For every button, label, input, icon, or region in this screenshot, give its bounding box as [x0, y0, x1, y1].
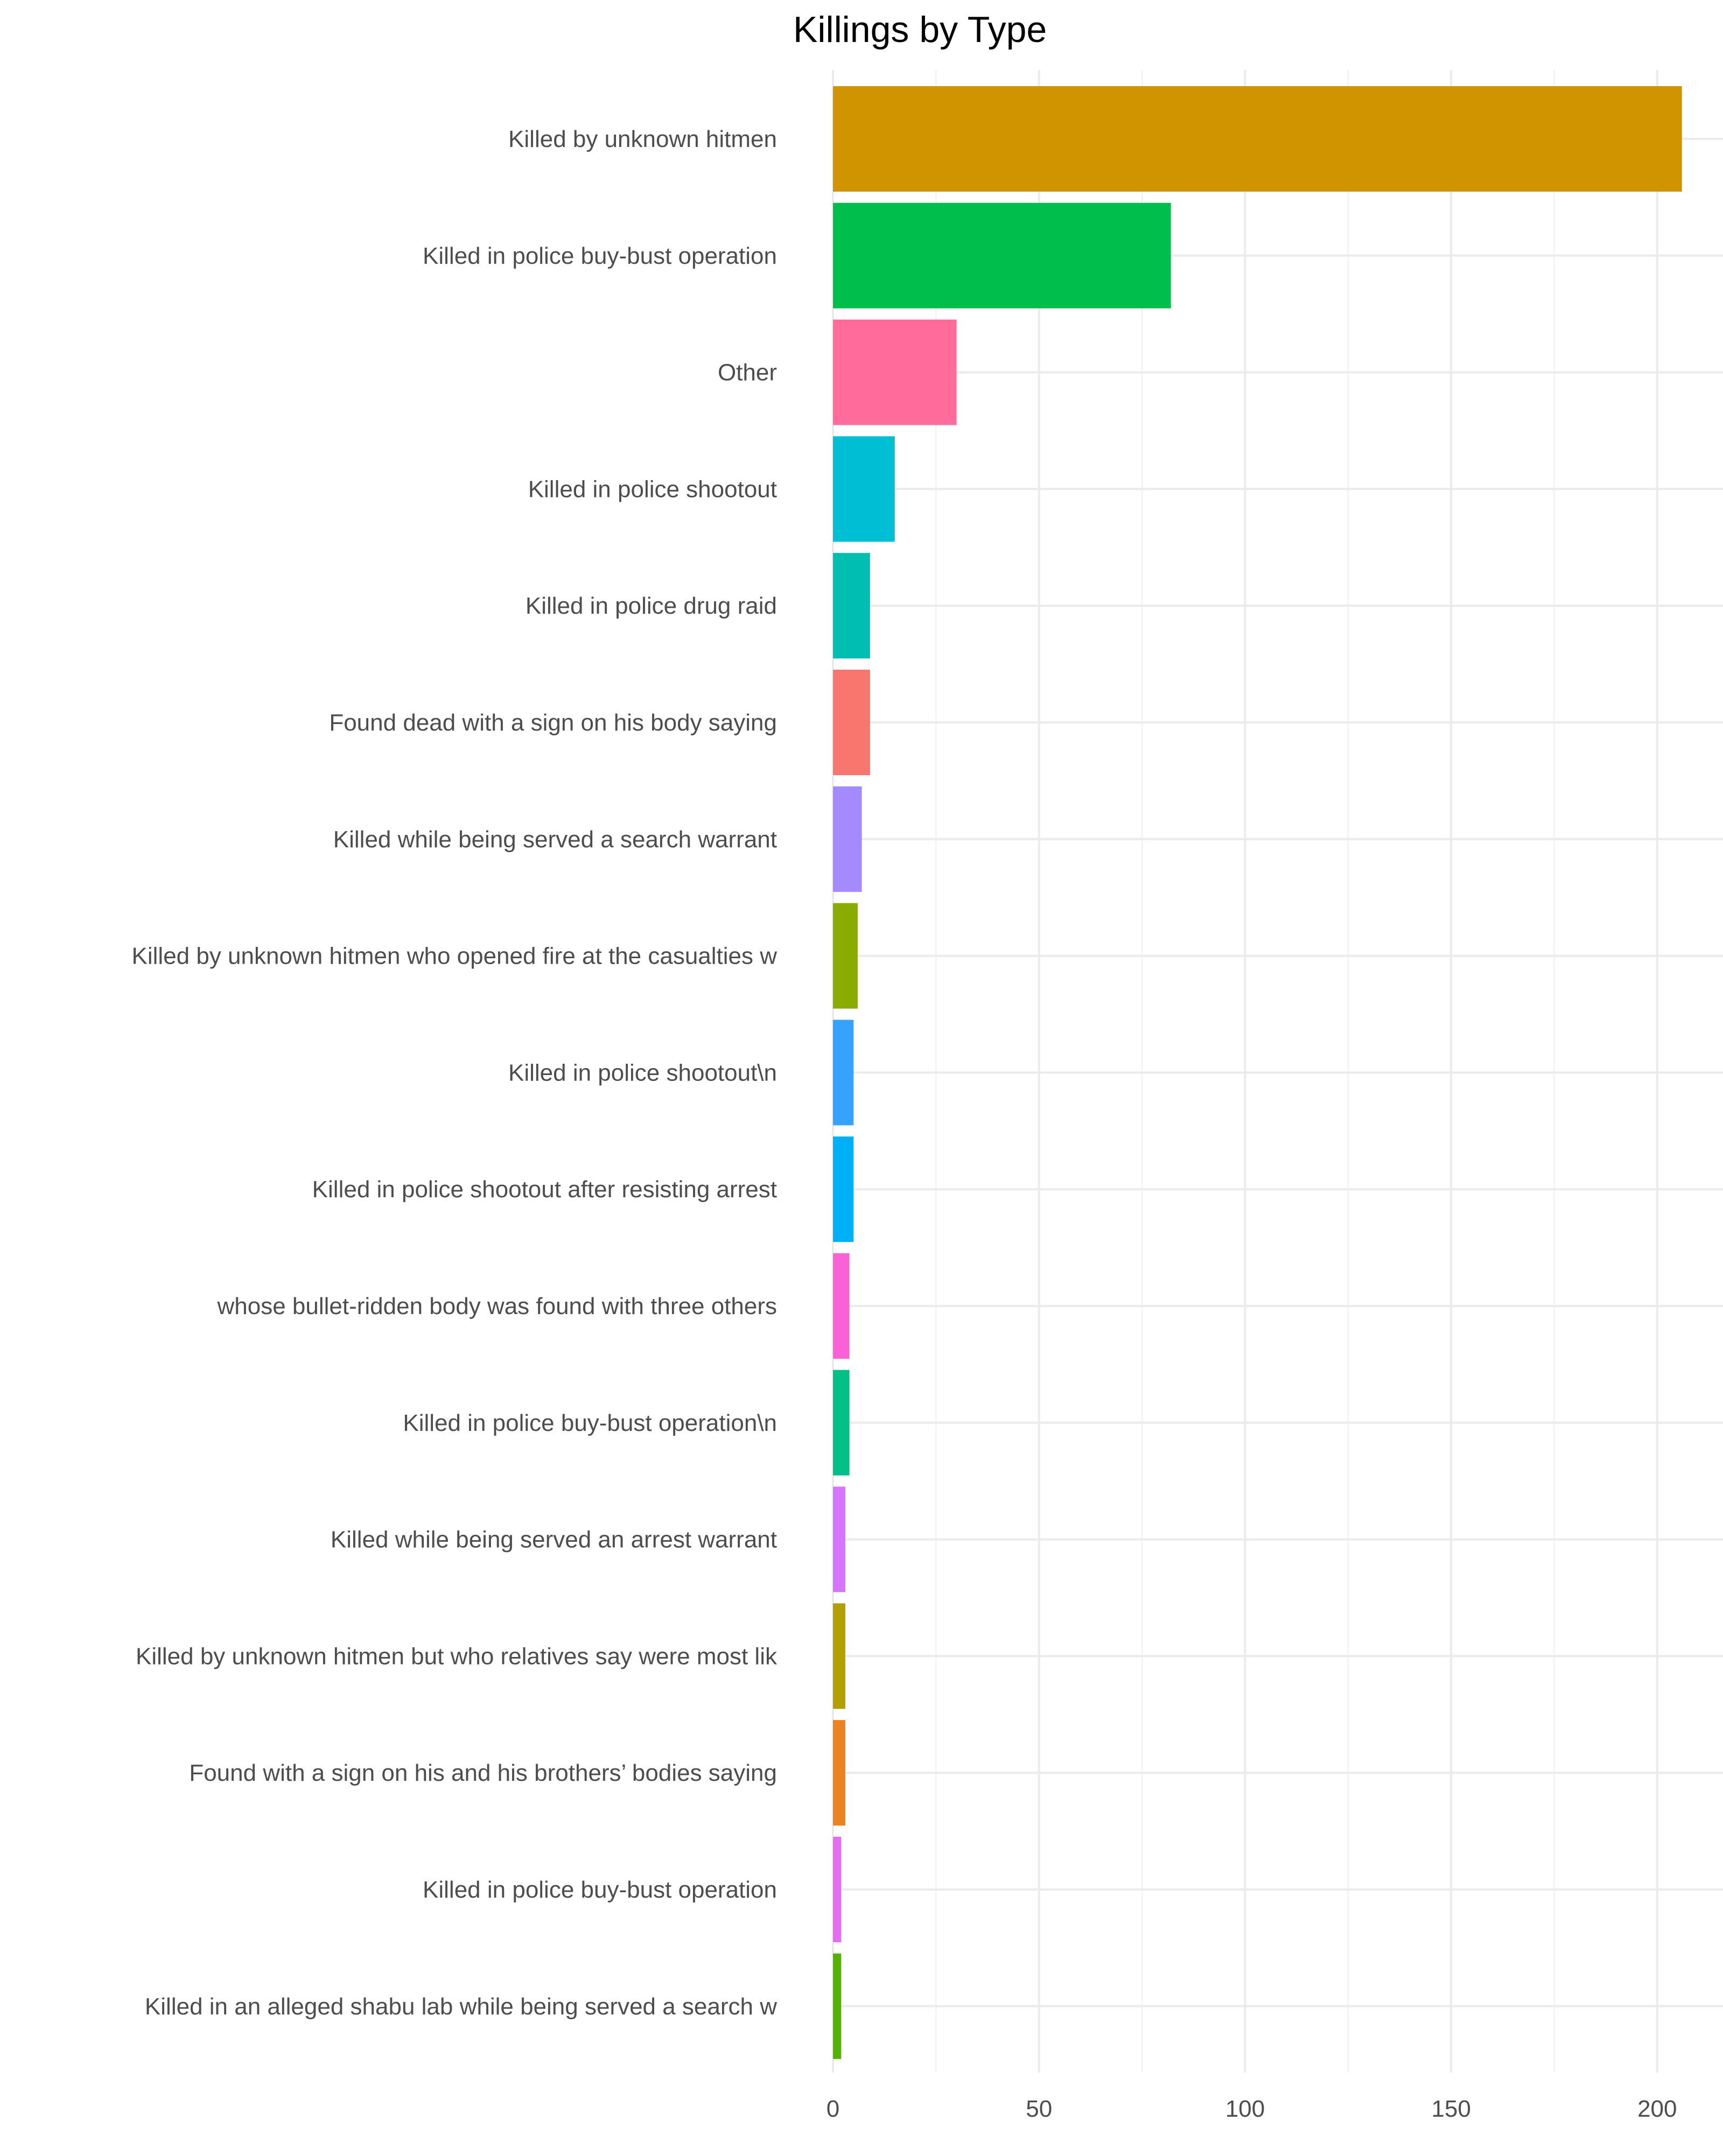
- bar: [833, 86, 1682, 192]
- category-label: Killed in police shootout after resistin…: [312, 1176, 777, 1203]
- bar: [833, 903, 858, 1009]
- x-tick-label: 200: [1637, 2096, 1677, 2122]
- category-label: Killed by unknown hitmen but who relativ…: [136, 1643, 778, 1669]
- x-tick-label: 100: [1225, 2096, 1265, 2122]
- bar: [833, 319, 957, 425]
- bar: [833, 1486, 845, 1592]
- category-label: Killed while being served an arrest warr…: [331, 1527, 777, 1553]
- grid-layer: [832, 70, 1723, 2073]
- x-tick-label: 150: [1431, 2096, 1470, 2122]
- category-label: Killed in police buy-bust operation\n: [403, 1410, 777, 1436]
- bar: [833, 1253, 850, 1359]
- bar: [833, 202, 1171, 308]
- category-label: Killed while being served a search warra…: [333, 826, 777, 853]
- bar: [833, 1720, 845, 1826]
- category-label: Other: [718, 360, 777, 386]
- category-label: Killed in police shootout\n: [508, 1059, 777, 1086]
- x-tick-label: 50: [1026, 2096, 1052, 2122]
- bar: [833, 1370, 850, 1476]
- category-label: Killed in an alleged shabu lab while bei…: [145, 1993, 777, 2020]
- x-tick-label: 0: [827, 2096, 839, 2122]
- category-label: Killed in police shootout: [528, 476, 777, 502]
- category-label: Killed by unknown hitmen: [508, 126, 777, 152]
- category-label: Killed in police buy-bust operation: [423, 1877, 777, 1903]
- chart-title: Killings by Type: [793, 9, 1047, 50]
- bar: [833, 670, 870, 775]
- category-label: Killed in police drug raid: [526, 593, 777, 619]
- category-label: Killed by unknown hitmen who opened fire…: [132, 943, 778, 970]
- bar: [833, 553, 870, 659]
- x-axis-tick-layer: 0 50 100 150 200: [827, 2096, 1677, 2122]
- bar: [833, 436, 895, 542]
- category-label: Found with a sign on his and his brother…: [189, 1760, 777, 1786]
- category-label: whose bullet-ridden body was found with …: [217, 1293, 778, 1319]
- bar-layer: [833, 86, 1682, 2059]
- bar: [833, 1136, 854, 1242]
- bar: [833, 786, 862, 892]
- bar: [833, 1603, 845, 1709]
- category-label: Found dead with a sign on his body sayin…: [329, 710, 777, 736]
- category-label-layer: Killed by unknown hitmen Killed in police…: [132, 126, 778, 2020]
- bar: [833, 1837, 842, 1942]
- bar: [833, 1953, 842, 2059]
- bar: [833, 1020, 854, 1126]
- category-label: Killed in police buy-bust operation: [423, 243, 777, 269]
